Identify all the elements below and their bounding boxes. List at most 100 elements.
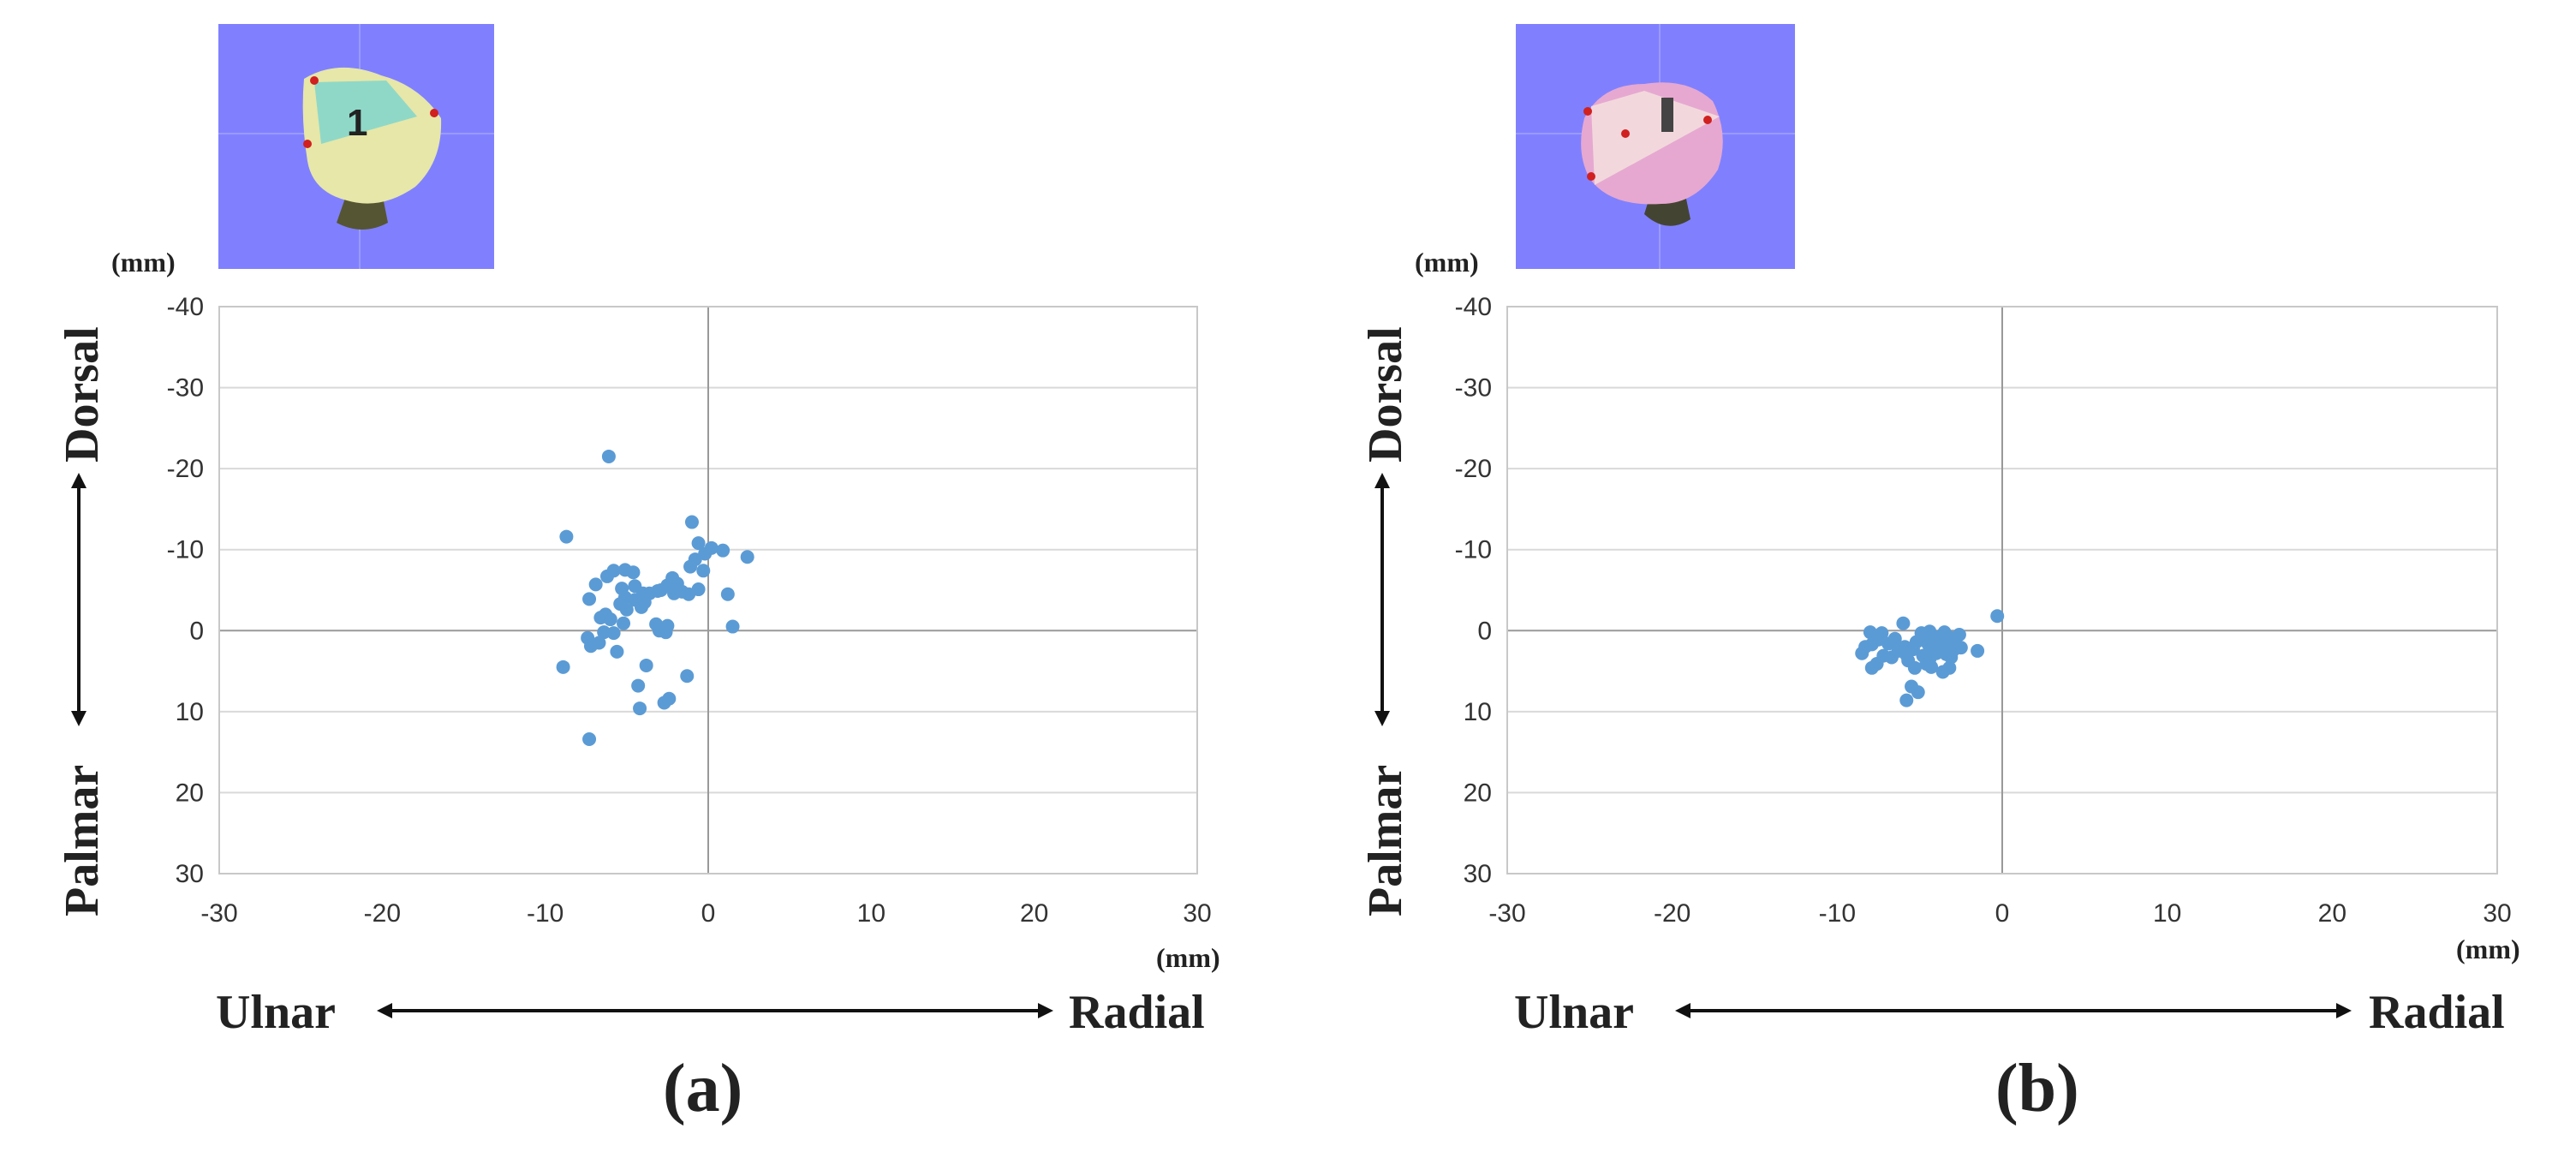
x-tick-label: -30 [1488,899,1525,928]
x-tick-label: -10 [1819,899,1856,928]
data-point [559,529,574,544]
data-point [631,678,646,693]
data-point [597,625,611,640]
x-tick-label: 10 [857,899,886,928]
data-point [601,449,616,463]
direction-label-radial: Radial [1069,986,1205,1039]
thumbnail-mark: 1 [347,102,367,144]
direction-label-ulnar: Ulnar [216,986,336,1039]
data-point [619,602,634,617]
ulnar-radial-arrow [1675,1003,2352,1018]
panel-a: 1 (mm) (mm) -40 -30 -20 -10 0 10 20 30 -30 -20 -10… [56,24,1220,1126]
y-tick-label: -40 [1455,293,1492,321]
y-tick-label: 10 [176,698,204,726]
data-point [626,565,641,580]
data-point [1944,650,1959,665]
direction-label-dorsal: Dorsal [56,326,109,463]
x-tick-label: 30 [1183,899,1211,928]
data-point [691,536,706,551]
x-tick-label: -10 [527,899,564,928]
x-tick-label: 30 [2483,899,2511,928]
y-unit-label: (mm) [111,247,176,278]
y-tick-label: -30 [1455,374,1492,403]
caption-a: (a) [663,1051,743,1126]
data-point [716,543,730,558]
caption-b: (b) [1995,1051,2079,1126]
direction-label-dorsal: Dorsal [1359,326,1412,463]
data-point [1907,660,1922,675]
x-tick-label: -30 [200,899,237,928]
x-tick-label: 20 [2318,899,2346,928]
data-point [582,592,597,606]
data-point [680,669,695,683]
data-point [683,559,698,574]
bone-face [1591,91,1720,185]
data-point [657,695,671,710]
data-point [1864,660,1879,675]
y-tick-label: -20 [1455,455,1492,483]
direction-label-ulnar: Ulnar [1514,986,1634,1039]
x-tick-label: -20 [364,899,401,928]
y-unit-label: (mm) [1415,247,1479,278]
y-tick-label: 30 [1464,860,1492,888]
dorsal-palmar-arrow [71,473,86,726]
scatter-chart-a: -40 -30 -20 -10 0 10 20 30 -30 -20 -10 0 10 20 30 [167,293,1212,928]
y-tick-label: 0 [1477,617,1492,645]
y-tick-label: 20 [1464,779,1492,807]
data-point [1899,693,1914,707]
data-point [1855,646,1869,660]
data-point [682,587,696,601]
data-point [659,625,673,640]
panel-b: (mm) (mm) -40 -30 -20 -10 0 10 20 30 -30 -20 -10 0 1… [1288,0,2576,1158]
x-tick-label: 10 [2153,899,2181,928]
plot-area-border [218,306,1198,874]
data-point [610,644,624,659]
y-tick-label: -20 [167,455,204,483]
data-point [1971,643,1985,658]
data-point [667,586,682,600]
data-point [606,626,621,641]
data-point [556,660,570,674]
data-point [740,550,754,564]
data-point [1924,660,1939,674]
dorsal-palmar-arrow [1374,473,1390,726]
data-point [1911,685,1925,700]
data-point [1990,609,2005,624]
data-point [603,612,617,627]
y-tick-label: -30 [167,374,204,403]
data-point [720,587,735,601]
x-tick-label: 20 [1020,899,1048,928]
y-tick-label: -10 [167,536,204,564]
data-point [617,616,631,630]
y-tick-label: 0 [189,617,204,645]
x-tick-label: 0 [1995,899,2010,928]
y-tick-label: -10 [1455,536,1492,564]
x-unit-label: (mm) [2456,934,2520,964]
bone-thumbnail-b [1516,24,1795,269]
data-point [1896,616,1911,630]
data-point [684,515,699,529]
scatter-chart-b: -40 -30 -20 -10 0 10 20 30 -30 -20 -10 0 10 20 30 [1455,293,2512,928]
bone-thumbnail-a: 1 [218,24,494,269]
data-point [592,636,606,650]
data-point [634,600,648,614]
direction-label-palmar: Palmar [1359,764,1412,916]
data-point [599,569,614,583]
plot-area-border [1506,306,2498,874]
data-point [1935,665,1950,679]
ulnar-radial-arrow [377,1003,1053,1018]
bone-face [314,81,417,144]
y-tick-label: 30 [176,860,204,888]
data-point [1884,650,1899,665]
data-point [639,658,653,672]
data-point [582,732,597,747]
data-point [1881,636,1896,651]
direction-label-palmar: Palmar [56,764,109,916]
y-tick-label: -40 [167,293,204,321]
x-tick-label: -20 [1654,899,1690,928]
data-point [696,564,711,578]
data-point [725,619,740,634]
x-unit-label: (mm) [1156,942,1220,973]
y-tick-label: 10 [1464,698,1492,726]
data-point [588,577,603,592]
